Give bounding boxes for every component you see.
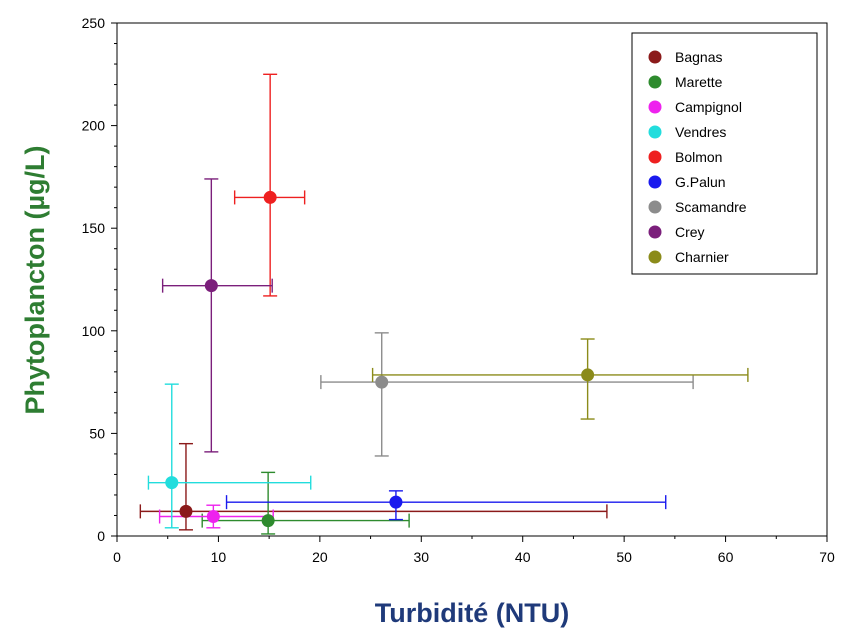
x-tick-label: 40 <box>515 549 531 565</box>
y-tick-label: 0 <box>97 528 105 544</box>
data-point <box>179 504 193 518</box>
data-point <box>389 495 403 509</box>
y-tick-label: 250 <box>82 15 106 31</box>
legend-label: Marette <box>675 74 723 90</box>
y-tick-label: 150 <box>82 220 106 236</box>
data-point <box>581 368 595 382</box>
data-point <box>204 279 218 293</box>
data-point <box>206 510 220 524</box>
series-crey <box>161 178 273 453</box>
series-marette <box>201 471 410 535</box>
axis-ticks: 0 10 20 30 40 50 60 70 0 50 100 150 200 250 <box>82 15 835 565</box>
series-bolmon <box>233 73 306 297</box>
legend-marker <box>648 175 662 189</box>
legend-marker <box>648 225 662 239</box>
x-tick-label: 70 <box>819 549 835 565</box>
legend-label: Crey <box>675 224 705 240</box>
x-tick-label: 20 <box>312 549 328 565</box>
legend-label: Charnier <box>675 249 729 265</box>
legend-marker <box>648 250 662 264</box>
series-vendres <box>147 383 312 529</box>
y-axis-title: Phytoplancton (µg/L) <box>20 145 50 414</box>
legend-label: Campignol <box>675 99 742 115</box>
legend-label: Vendres <box>675 124 726 140</box>
series-scamandre <box>320 332 694 457</box>
legend-box <box>631 32 818 275</box>
legend-label: Bolmon <box>675 149 722 165</box>
data-points <box>165 190 595 528</box>
legend: Bagnas Marette Campignol Vendres Bolmon G.Pal… <box>631 32 818 275</box>
legend-label: Bagnas <box>675 49 722 65</box>
legend-marker <box>648 125 662 139</box>
legend-marker <box>648 150 662 164</box>
legend-marker <box>648 100 662 114</box>
x-axis-title: Turbidité (NTU) <box>375 598 569 628</box>
series-g-palun <box>225 490 667 521</box>
data-point <box>165 476 179 490</box>
legend-label: Scamandre <box>675 199 747 215</box>
x-tick-label: 30 <box>413 549 429 565</box>
x-tick-label: 10 <box>211 549 227 565</box>
x-tick-label: 60 <box>718 549 734 565</box>
x-tick-label: 50 <box>616 549 632 565</box>
legend-label: G.Palun <box>675 174 726 190</box>
series-charnier <box>371 338 749 420</box>
y-tick-label: 50 <box>89 425 105 441</box>
y-tick-label: 200 <box>82 118 106 134</box>
legend-marker <box>648 75 662 89</box>
y-tick-label: 100 <box>82 323 106 339</box>
legend-marker <box>648 200 662 214</box>
data-point <box>261 514 275 528</box>
x-tick-label: 0 <box>113 549 121 565</box>
data-point <box>263 190 277 204</box>
data-point <box>375 375 389 389</box>
legend-marker <box>648 50 662 64</box>
